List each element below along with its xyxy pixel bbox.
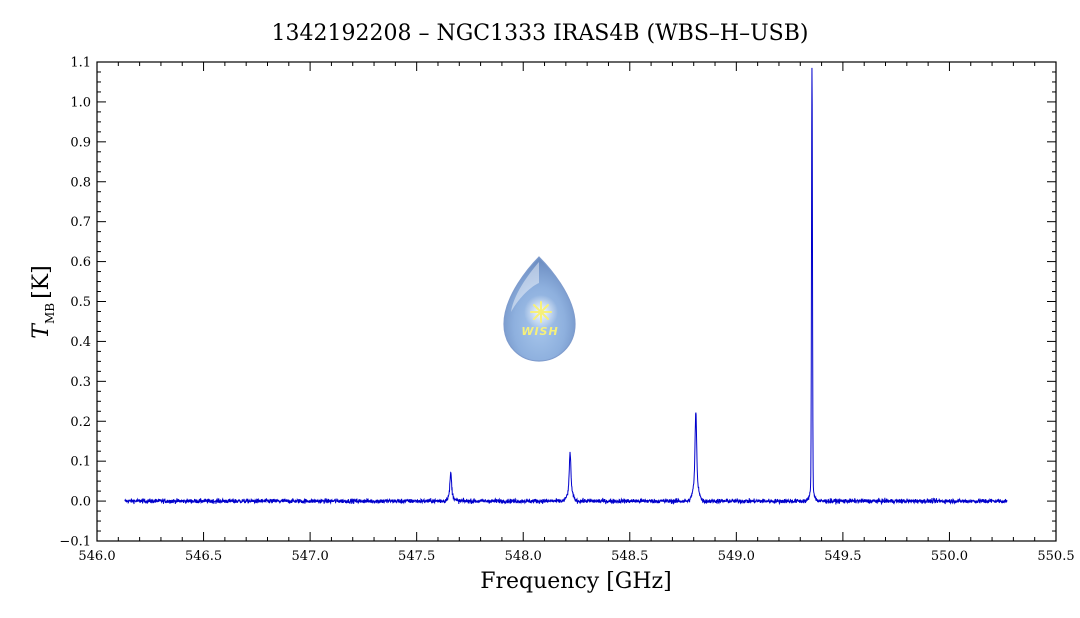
x-tick-label: 548.0 <box>505 549 542 564</box>
x-tick-label: 546.5 <box>185 549 222 564</box>
y-tick-label: 0.1 <box>70 455 91 470</box>
svg-text:TMB[K]: TMB [K] <box>29 265 57 338</box>
y-label-main: T <box>29 322 54 339</box>
x-tick-label: 549.5 <box>824 549 861 564</box>
y-tick-label: 0.8 <box>70 175 91 190</box>
y-tick-label: 0.9 <box>70 135 91 150</box>
y-tick-label: 0.6 <box>70 255 91 270</box>
y-tick-label: 0.3 <box>70 375 91 390</box>
y-tick-labels: −0.1 0.0 0.1 0.2 0.3 0.4 0.5 0.6 0.7 0.8 0.9 1.0 1.1 <box>59 56 91 550</box>
x-tick-label: 547.0 <box>292 549 329 564</box>
logo-text: WISH <box>521 325 558 338</box>
y-label-sub: MB <box>43 303 57 324</box>
spectrum-line <box>124 67 1008 506</box>
x-tick-labels: 546.0 546.5 547.0 547.5 548.0 548.5 549.0 549.5… <box>78 549 1074 564</box>
axis-ticks <box>96 61 1057 542</box>
y-tick-label: 0.2 <box>70 415 91 430</box>
star-icon <box>530 301 552 323</box>
plot-frame <box>96 61 1057 542</box>
series-group <box>124 67 1008 506</box>
wish-logo: WISH <box>503 256 576 362</box>
x-tick-label: 547.5 <box>398 549 435 564</box>
y-tick-label: 0.7 <box>70 215 91 230</box>
x-axis-label: Frequency [GHz] <box>480 569 672 594</box>
x-tick-label: 549.0 <box>718 549 755 564</box>
x-tick-label: 546.0 <box>78 549 115 564</box>
x-tick-label: 550.5 <box>1037 549 1074 564</box>
y-label-unit: [K] <box>29 265 54 299</box>
chart-title: 1342192208 – NGC1333 IRAS4B (WBS–H–USB) <box>272 21 809 46</box>
y-tick-label: 1.0 <box>70 95 91 110</box>
y-tick-label: 0.0 <box>70 495 91 510</box>
y-axis-label: TMB [K] <box>29 265 57 338</box>
x-tick-label: 550.0 <box>931 549 968 564</box>
x-tick-label: 548.5 <box>611 549 648 564</box>
y-tick-label: −0.1 <box>59 535 91 550</box>
y-tick-label: 0.4 <box>70 335 91 350</box>
y-tick-label: 0.5 <box>70 295 91 310</box>
y-tick-label: 1.1 <box>70 56 91 71</box>
